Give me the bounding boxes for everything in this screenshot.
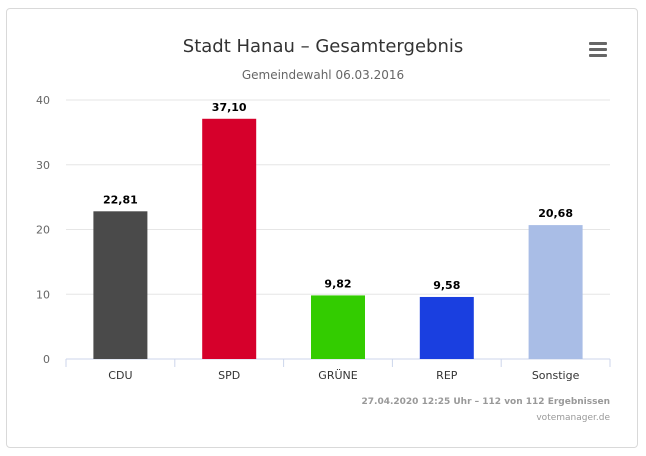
- data-label: 37,10: [212, 101, 247, 114]
- x-tick-label: Sonstige: [532, 369, 580, 382]
- y-tick-label: 0: [43, 353, 50, 366]
- x-tick-label: GRÜNE: [318, 369, 357, 382]
- y-tick-label: 10: [36, 288, 50, 301]
- hamburger-menu-icon[interactable]: [588, 42, 608, 60]
- chart-title: Stadt Hanau – Gesamtergebnis: [182, 36, 464, 57]
- footer-source[interactable]: votemanager.de: [536, 413, 610, 423]
- bar[interactable]: [202, 118, 257, 359]
- data-label: 22,81: [103, 193, 138, 206]
- bar[interactable]: [93, 211, 148, 359]
- y-tick-label: 40: [36, 94, 50, 107]
- x-tick-label: SPD: [218, 369, 240, 382]
- data-label: 20,68: [538, 207, 573, 220]
- y-tick-label: 20: [36, 224, 50, 237]
- bar[interactable]: [311, 295, 365, 359]
- x-tick-label: REP: [436, 369, 458, 382]
- x-tick-label: CDU: [108, 369, 132, 382]
- bar[interactable]: [528, 225, 583, 359]
- footer-status: 27.04.2020 12:25 Uhr – 112 von 112 Ergeb…: [361, 397, 611, 407]
- bar[interactable]: [419, 296, 474, 359]
- data-label: 9,82: [324, 277, 351, 290]
- data-label: 9,58: [433, 279, 460, 292]
- y-tick-label: 30: [36, 159, 50, 172]
- chart-subtitle: Gemeindewahl 06.03.2016: [241, 68, 405, 82]
